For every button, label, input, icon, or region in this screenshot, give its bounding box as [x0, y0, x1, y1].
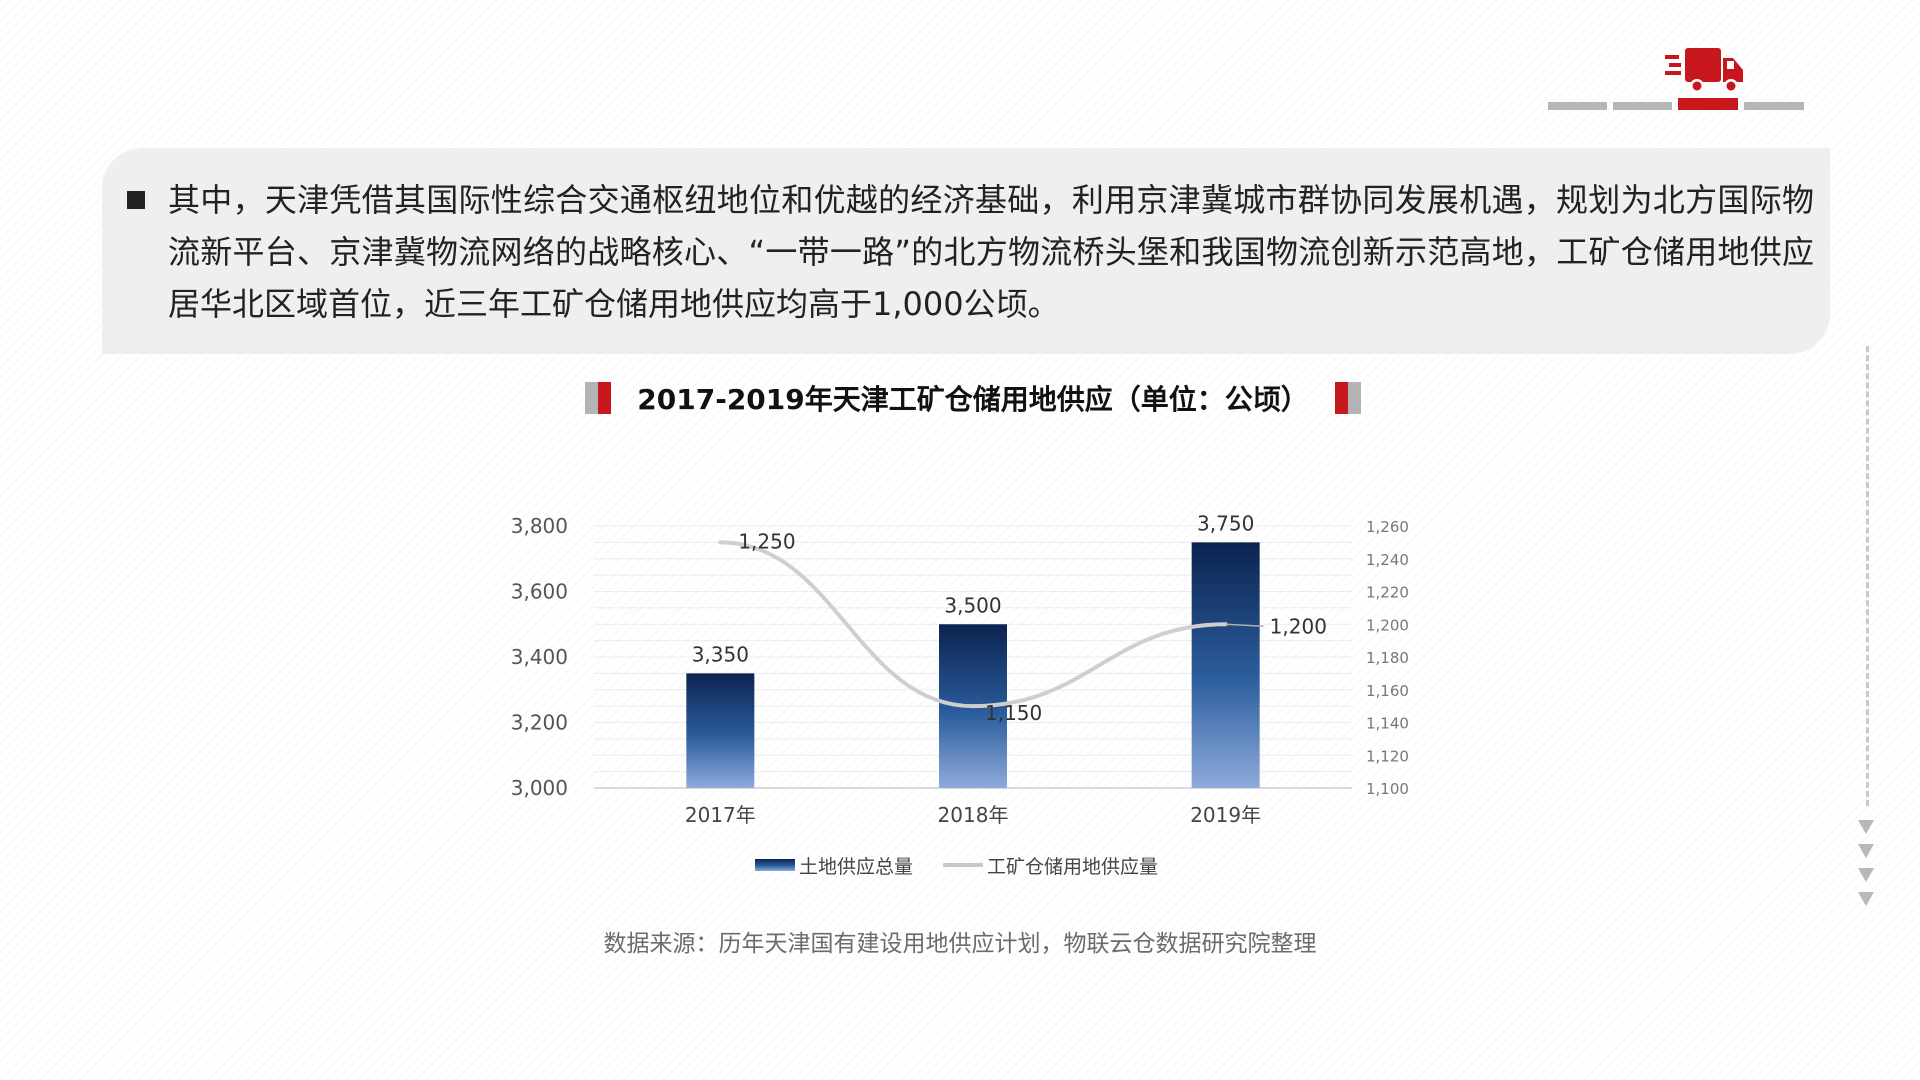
bar	[1191, 542, 1260, 788]
logo-bar	[1548, 102, 1607, 110]
left-tick-label: 3,000	[511, 776, 568, 800]
category-label: 2018年	[938, 803, 1009, 827]
line-data-label: 1,250	[738, 529, 795, 553]
logo-bar-accent	[1678, 98, 1738, 110]
bar	[686, 673, 755, 788]
line-data-label: 1,200	[1270, 614, 1327, 638]
right-tick-label: 1,260	[1366, 518, 1409, 536]
legend-item-line: 工矿仓储用地供应量	[943, 852, 1158, 879]
left-axis-ticks: 3,000 3,200 3,400 3,600 3,800	[511, 514, 568, 800]
side-arrows	[1858, 820, 1878, 916]
side-dashed-line	[1866, 346, 1869, 806]
category-label: 2019年	[1190, 803, 1261, 827]
bar-data-label: 3,500	[944, 593, 1001, 617]
legend-swatch-line	[943, 863, 984, 867]
left-tick-label: 3,200	[511, 711, 568, 735]
right-tick-label: 1,140	[1366, 715, 1409, 733]
line-data-label: 1,150	[985, 701, 1042, 725]
series-line	[718, 540, 1228, 709]
right-tick-label: 1,220	[1366, 584, 1409, 602]
down-arrow-icon	[1858, 892, 1874, 906]
title-decoration-right	[1334, 382, 1361, 414]
legend-label-line: 工矿仓储用地供应量	[987, 855, 1159, 878]
chart-title: 2017-2019年天津工矿仓储用地供应（单位：公顷）	[637, 383, 1309, 416]
left-tick-label: 3,600	[511, 580, 568, 604]
right-tick-label: 1,180	[1366, 649, 1409, 667]
right-tick-label: 1,160	[1366, 682, 1409, 700]
company-logo	[1548, 40, 1810, 115]
bar-data-label: 3,350	[692, 642, 749, 666]
square-bullet-icon	[127, 191, 145, 209]
down-arrow-icon	[1858, 868, 1874, 882]
logo-bar	[1613, 102, 1672, 110]
down-arrow-icon	[1858, 820, 1874, 834]
logo-bar	[1744, 102, 1804, 110]
right-tick-label: 1,120	[1366, 747, 1409, 765]
left-tick-label: 3,800	[511, 514, 568, 538]
right-tick-label: 1,240	[1366, 551, 1409, 569]
bar-series: 3,350 3,500 3,750	[686, 511, 1260, 788]
bar	[939, 624, 1007, 788]
line-series: 1,250 1,150 1,200	[718, 529, 1327, 725]
chart-grid	[594, 525, 1352, 789]
category-label: 2017年	[685, 803, 756, 827]
delivery-truck-icon	[1665, 48, 1743, 93]
chart-legend: 土地供应总量 工矿仓储用地供应量	[755, 852, 1188, 878]
right-axis-ticks: 1,100 1,120 1,140 1,160 1,180 1,200 1,220 1,240…	[1366, 518, 1409, 798]
intro-text: 其中，天津凭借其国际性综合交通枢纽地位和优越的经济基础，利用京津冀城市群协同发展…	[168, 181, 1814, 323]
data-label-leader	[1225, 623, 1264, 627]
right-tick-label: 1,200	[1366, 616, 1409, 634]
down-arrow-icon	[1858, 844, 1874, 858]
bar-data-label: 3,750	[1197, 511, 1254, 535]
data-source-note: 数据来源：历年天津国有建设用地供应计划，物联云仓数据研究院整理	[603, 931, 1317, 957]
intro-box: 其中，天津凭借其国际性综合交通枢纽地位和优越的经济基础，利用京津冀城市群协同发展…	[102, 148, 1830, 354]
left-tick-label: 3,400	[511, 645, 568, 669]
legend-label-bar: 土地供应总量	[799, 855, 914, 878]
title-decoration-left	[585, 382, 612, 414]
category-labels: 2017年 2018年 2019年	[685, 803, 1261, 827]
logo-bars	[1548, 98, 1810, 111]
legend-swatch-bar	[755, 859, 795, 871]
chart-title-row: 2017-2019年天津工矿仓储用地供应（单位：公顷）	[585, 380, 1361, 416]
right-tick-label: 1,100	[1366, 780, 1409, 798]
legend-item-bar: 土地供应总量	[755, 852, 913, 879]
